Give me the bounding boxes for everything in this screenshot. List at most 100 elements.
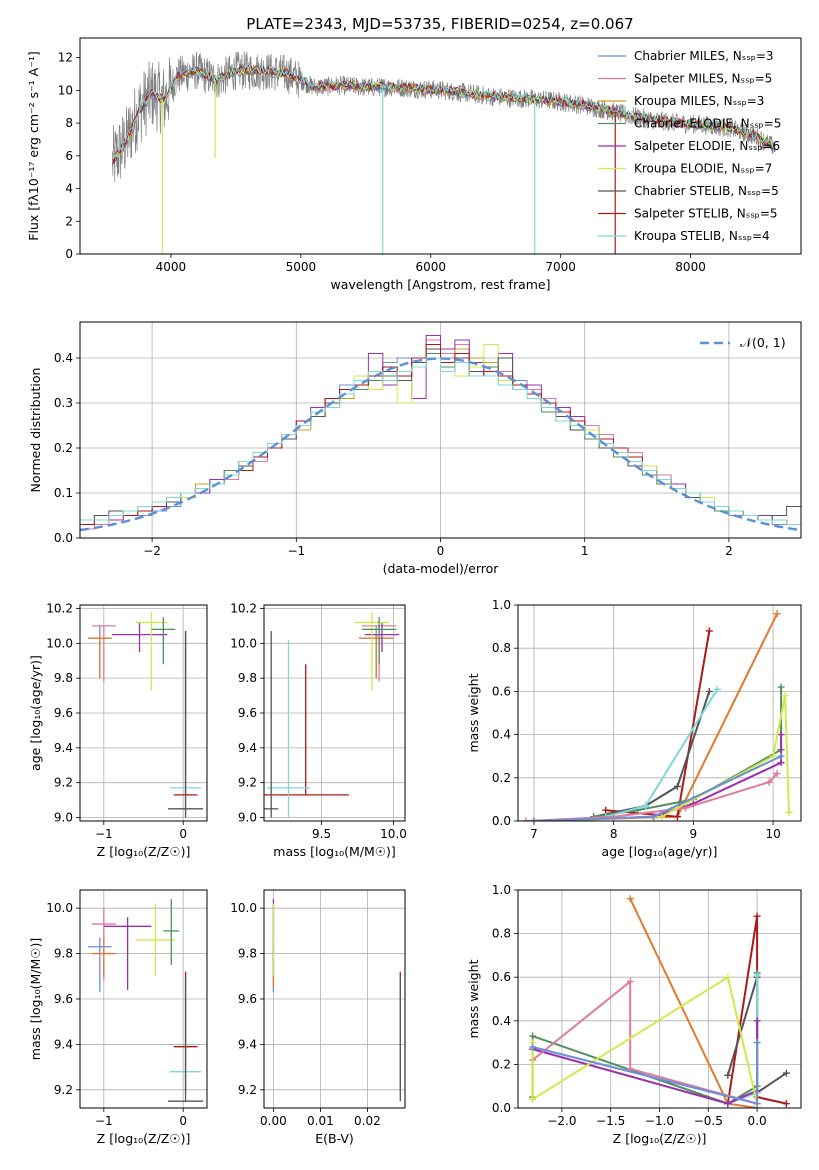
residual-histogram-panel: −2 −1 0 1 2 0.0 0.1 0.2 0.3 0.4 (data-model)/error… xyxy=(28,321,802,576)
data-marker xyxy=(705,687,713,695)
data-marker xyxy=(673,782,681,790)
y-tick-label: 0.4 xyxy=(54,351,73,365)
y-tick-label: 9.2 xyxy=(238,776,257,790)
plot-area xyxy=(264,611,400,818)
data-marker xyxy=(650,813,658,821)
x-tick-label: 0.02 xyxy=(354,1114,381,1128)
x-tick-label: −1 xyxy=(287,544,305,558)
x-tick-label: −2 xyxy=(143,544,161,558)
data-marker xyxy=(522,817,530,821)
data-marker xyxy=(673,813,681,821)
legend-label: Chabrier MILES, Nₛₛₚ=3 xyxy=(634,49,774,63)
series-line xyxy=(533,695,790,821)
data-marker xyxy=(657,813,665,821)
x-axis-label: wavelength [Angstrom, rest frame] xyxy=(330,277,550,292)
x-axis-label: (data-model)/error xyxy=(383,561,500,576)
y-tick-label: 0.8 xyxy=(492,641,511,655)
x-tick-label: −1.5 xyxy=(596,1114,625,1128)
mass-vs-metallicity-panel: −1 0 9.2 9.4 9.6 9.8 10.0 Z [log₁₀(Z/Z☉)] mass [… xyxy=(28,889,208,1146)
y-axis-label: mass [log₁₀(M/M☉)] xyxy=(28,938,43,1060)
data-marker xyxy=(529,1032,537,1040)
y-tick-label: 10.2 xyxy=(46,601,73,615)
data-marker xyxy=(782,1069,790,1077)
data-marker xyxy=(777,759,785,767)
data-marker xyxy=(529,1095,537,1103)
x-axis-label: Z [log₁₀(Z/Z☉)] xyxy=(97,1131,191,1146)
plot-area xyxy=(87,899,204,1102)
data-marker xyxy=(724,1100,732,1108)
y-tick-label: 10.0 xyxy=(230,901,257,915)
data-marker xyxy=(777,731,785,739)
plot-area xyxy=(112,51,776,254)
y-tick-label: 10.0 xyxy=(230,636,257,650)
x-tick-label: −1 xyxy=(95,827,113,841)
x-tick-label: 0.0 xyxy=(748,1114,767,1128)
y-tick-label: 1.0 xyxy=(492,883,511,897)
x-axis-label: age [log₁₀(age/yr)] xyxy=(602,844,718,859)
y-tick-label: 0.2 xyxy=(54,441,73,455)
y-tick-label: 9.2 xyxy=(238,1083,257,1097)
y-tick-label: 9.0 xyxy=(238,811,257,825)
x-tick-label: 0 xyxy=(437,544,445,558)
y-tick-label: 6 xyxy=(65,149,73,163)
legend-label: Salpeter ELODIE, Nₛₛₚ=6 xyxy=(634,139,780,153)
y-tick-label: 4 xyxy=(65,182,73,196)
data-marker xyxy=(753,1017,761,1025)
y-tick-label: 9.8 xyxy=(238,671,257,685)
data-marker xyxy=(753,1100,761,1108)
y-tick-label: 0.0 xyxy=(492,814,511,828)
data-marker xyxy=(529,1043,537,1051)
data-marker xyxy=(724,973,732,981)
y-tick-label: 10.0 xyxy=(46,636,73,650)
y-axis-label: Normed distribution xyxy=(28,368,43,493)
y-tick-label: 9.6 xyxy=(54,706,73,720)
legend-label: Kroupa MILES, Nₛₛₚ=3 xyxy=(634,94,764,108)
data-marker xyxy=(626,978,634,986)
y-tick-label: 0.6 xyxy=(492,684,511,698)
x-tick-label: 8000 xyxy=(675,260,706,274)
series-line xyxy=(531,972,759,1105)
data-marker xyxy=(773,769,781,777)
x-axis-label: Z [log₁₀(Z/Z☉)] xyxy=(613,1131,707,1146)
x-tick-label: −1.0 xyxy=(645,1114,674,1128)
y-tick-label: 12 xyxy=(58,51,73,65)
x-tick-label: −1 xyxy=(95,1114,113,1128)
data-marker xyxy=(724,1071,732,1079)
x-tick-label: −0.5 xyxy=(694,1114,723,1128)
data-marker xyxy=(777,752,785,760)
series-line xyxy=(531,975,759,1104)
y-tick-label: 9.8 xyxy=(54,947,73,961)
x-axis-label: Z [log₁₀(Z/Z☉)] xyxy=(97,844,191,859)
data-marker xyxy=(773,610,781,618)
y-axis-label: mass weight xyxy=(466,959,481,1038)
data-marker xyxy=(626,895,634,903)
data-marker xyxy=(530,817,538,821)
data-marker xyxy=(765,778,773,786)
legend-label: Chabrier ELODIE, Nₛₛₚ=5 xyxy=(634,117,781,131)
x-tick-label: 2 xyxy=(725,544,733,558)
data-marker xyxy=(785,808,793,816)
x-axis-label: mass [log₁₀(M/M☉)] xyxy=(273,844,395,859)
x-tick-label: 5000 xyxy=(286,260,317,274)
y-axis-label: age [log₁₀(age/yr)] xyxy=(28,655,43,771)
data-marker xyxy=(602,806,610,814)
y-tick-label: 0.0 xyxy=(492,1101,511,1115)
x-tick-label: 8 xyxy=(610,827,618,841)
y-tick-label: 0.6 xyxy=(492,970,511,984)
y-tick-label: 9.6 xyxy=(238,706,257,720)
legend-label: Chabrier STELIB, Nₛₛₚ=5 xyxy=(634,184,779,198)
model-spectrum-line xyxy=(112,65,776,159)
y-tick-label: 0.8 xyxy=(492,927,511,941)
y-tick-label: 10.2 xyxy=(230,601,257,615)
y-tick-label: 10 xyxy=(58,83,73,97)
y-tick-label: 9.2 xyxy=(54,776,73,790)
x-tick-label: 0 xyxy=(179,827,187,841)
plot-area xyxy=(522,610,793,821)
y-tick-label: 0.1 xyxy=(54,486,73,500)
y-axis-label: Flux [fλ10⁻¹⁷ erg cm⁻² s⁻¹ A⁻¹] xyxy=(26,51,41,240)
data-marker xyxy=(777,683,785,691)
y-tick-label: 1.0 xyxy=(492,598,511,612)
data-marker xyxy=(782,1100,790,1108)
plot-area xyxy=(529,895,790,1108)
